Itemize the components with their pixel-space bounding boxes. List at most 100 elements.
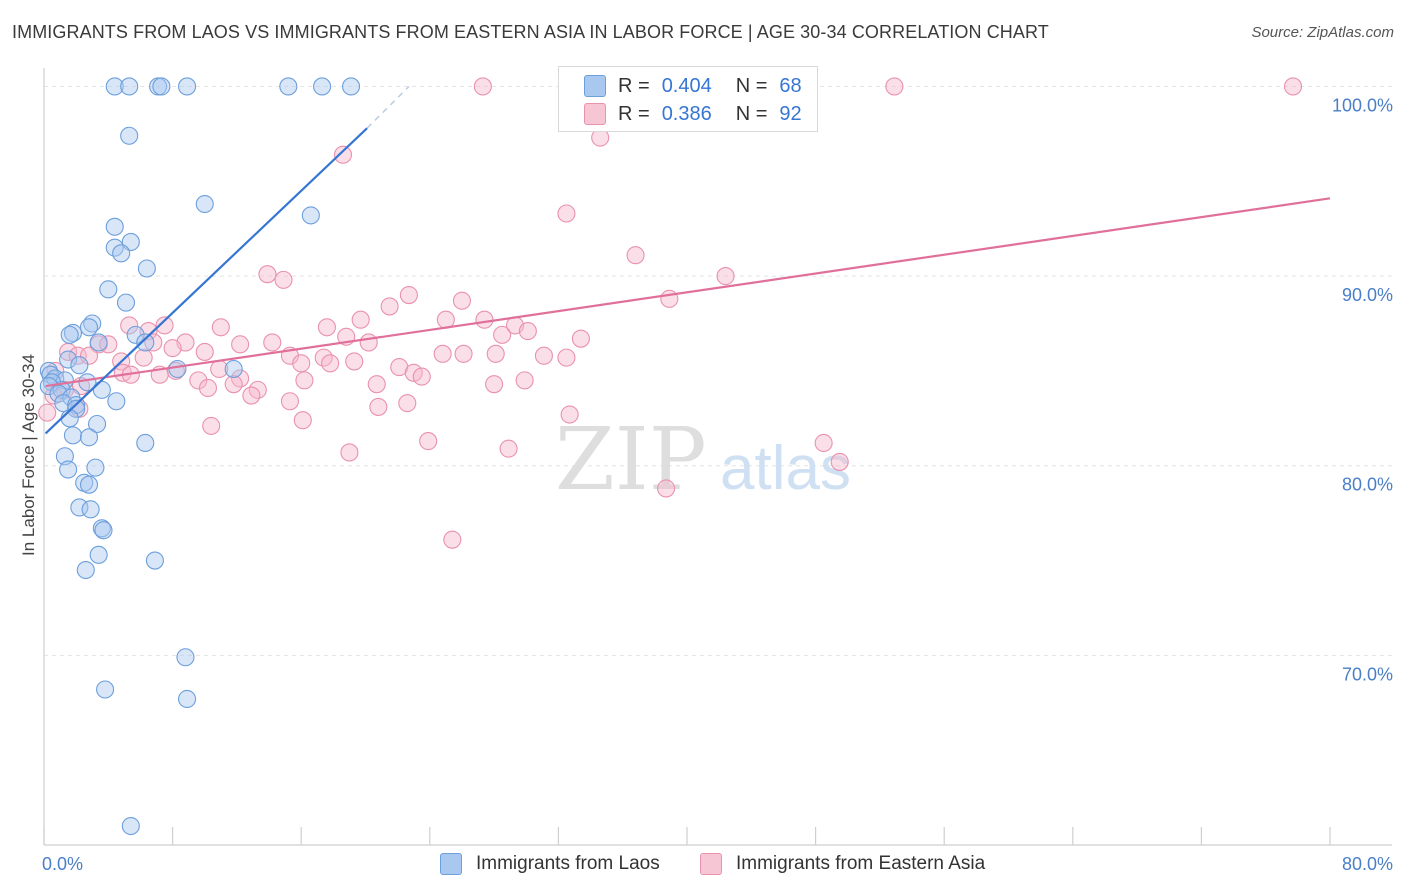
data-point-laos	[63, 426, 82, 445]
data-point-eastern-asia	[292, 354, 311, 373]
legend-n-value-laos: 68	[779, 74, 802, 97]
data-point-eastern-asia	[231, 335, 250, 354]
data-point-laos	[178, 689, 197, 709]
data-point-eastern-asia	[280, 392, 299, 411]
data-point-laos	[60, 325, 79, 344]
data-point-laos	[79, 318, 99, 337]
bottom-legend-label-laos: Immigrants from Laos	[476, 853, 660, 874]
data-point-laos	[89, 545, 108, 564]
data-point-eastern-asia	[626, 246, 645, 265]
data-point-eastern-asia	[79, 346, 99, 365]
gridlines	[44, 85, 1392, 656]
bottom-legend-label-eastern-asia: Immigrants from Eastern Asia	[736, 853, 986, 874]
series-laos-points	[39, 77, 361, 836]
bottom-legend: Immigrants from Laos Immigrants from Eas…	[0, 851, 1406, 879]
bottom-legend-eastern-asia[interactable]: Immigrants from Eastern Asia	[700, 853, 985, 875]
data-point-laos	[89, 333, 108, 352]
data-point-laos	[70, 356, 89, 375]
data-point-laos	[168, 359, 187, 379]
watermark-atlas: atlas	[720, 434, 851, 503]
data-point-eastern-asia	[202, 416, 221, 435]
data-point-eastern-asia	[571, 329, 590, 348]
data-point-eastern-asia	[211, 318, 230, 337]
data-point-laos	[92, 380, 111, 399]
data-point-eastern-asia	[452, 291, 472, 310]
data-point-laos	[112, 244, 131, 263]
data-point-laos	[313, 77, 332, 96]
data-point-eastern-asia	[473, 77, 492, 96]
data-point-laos	[87, 414, 107, 434]
data-point-eastern-asia	[317, 318, 336, 337]
data-point-laos	[60, 409, 79, 428]
data-point-eastern-asia	[412, 367, 431, 386]
data-point-laos	[224, 359, 243, 379]
data-point-eastern-asia	[499, 439, 518, 458]
data-point-laos	[145, 551, 164, 570]
data-point-laos	[120, 77, 139, 96]
data-point-eastern-asia	[120, 316, 139, 335]
data-point-eastern-asia	[258, 265, 277, 284]
legend-swatch-laos	[584, 75, 606, 97]
data-point-eastern-asia	[380, 297, 399, 316]
data-point-eastern-asia	[242, 386, 261, 405]
data-point-eastern-asia	[163, 339, 182, 358]
data-point-laos	[86, 458, 105, 477]
data-point-laos	[76, 560, 95, 580]
data-point-eastern-asia	[367, 375, 386, 394]
legend-row-laos: R = 0.404 N = 68	[584, 74, 802, 98]
data-point-eastern-asia	[369, 397, 388, 416]
tick-labels: 100.0% 90.0% 80.0% 70.0% 0.0% 80.0% In Labor F…	[19, 95, 1393, 874]
bottom-legend-laos[interactable]: Immigrants from Laos	[440, 853, 660, 875]
data-point-eastern-asia	[351, 310, 370, 329]
x-tick-label-min: 0.0%	[42, 854, 83, 874]
data-point-laos	[105, 217, 124, 236]
data-point-laos	[116, 293, 136, 312]
data-point-laos	[301, 206, 320, 225]
legend-r-value-eastern-asia: 0.386	[661, 102, 712, 125]
bottom-swatch-eastern-asia	[700, 853, 722, 875]
data-point-eastern-asia	[454, 344, 473, 363]
data-point-laos	[136, 433, 155, 453]
data-point-eastern-asia	[657, 479, 676, 498]
trend-line-laos-extension	[366, 85, 410, 129]
zipatlas-watermark: ZIP atlas	[555, 410, 851, 510]
data-point-laos	[79, 475, 99, 494]
data-point-laos	[94, 521, 113, 540]
x-tick-label-max: 80.0%	[1342, 854, 1393, 874]
data-point-laos	[137, 259, 156, 278]
data-point-laos	[279, 77, 298, 96]
legend-r-label: R =	[618, 74, 650, 97]
data-point-eastern-asia	[398, 394, 417, 413]
data-point-eastern-asia	[557, 204, 576, 223]
y-tick-label: 90.0%	[1342, 285, 1393, 305]
data-point-laos	[79, 428, 99, 447]
data-point-eastern-asia	[518, 322, 537, 341]
chart-title: IMMIGRANTS FROM LAOS VS IMMIGRANTS FROM …	[12, 22, 1049, 42]
y-axis-title: In Labor Force | Age 30-34	[19, 354, 38, 556]
data-point-laos	[176, 648, 195, 667]
data-point-eastern-asia	[515, 371, 534, 390]
data-point-laos	[152, 77, 171, 96]
y-tick-label: 80.0%	[1342, 475, 1393, 495]
data-point-laos	[67, 399, 86, 418]
legend-row-eastern-asia: R = 0.386 N = 92	[584, 102, 802, 126]
data-point-laos	[55, 447, 74, 466]
data-point-eastern-asia	[345, 352, 364, 371]
data-point-eastern-asia	[399, 285, 418, 305]
data-point-eastern-asia	[660, 289, 679, 308]
data-point-eastern-asia	[321, 354, 340, 373]
source-credit: Source: ZipAtlas.com	[1251, 24, 1394, 41]
data-point-eastern-asia	[493, 325, 512, 344]
data-point-eastern-asia	[155, 316, 174, 335]
data-point-laos	[99, 280, 118, 299]
data-point-eastern-asia	[189, 371, 208, 390]
data-point-eastern-asia	[134, 348, 153, 367]
trend-line-laos	[44, 127, 368, 435]
data-point-laos	[59, 350, 78, 369]
data-point-eastern-asia	[198, 378, 218, 398]
data-point-eastern-asia	[560, 405, 579, 424]
trend-lines	[44, 85, 1331, 435]
data-point-eastern-asia	[195, 342, 214, 361]
legend-r-label: R =	[618, 102, 650, 125]
